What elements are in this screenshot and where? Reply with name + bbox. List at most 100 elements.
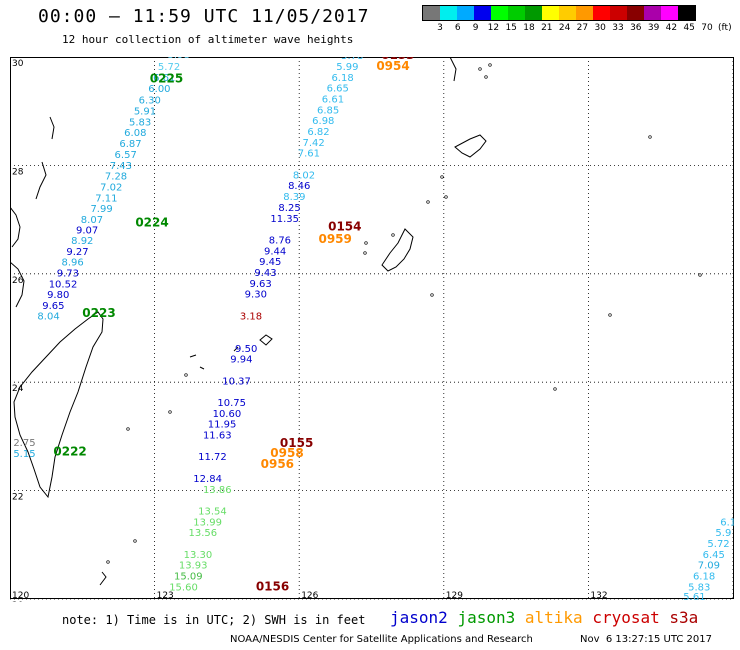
wave-height-value: 6.61 — [322, 95, 344, 106]
wave-height-value: 6.1 — [720, 517, 734, 528]
legend-label: 3 — [437, 23, 443, 33]
wave-height-value: 5.78 — [341, 57, 363, 62]
color-legend: 3 6 9 12 15 18 21 24 27 30 33 36 39 42 45 70 (ft) — [422, 5, 732, 33]
wave-height-value: 7.11 — [95, 194, 117, 205]
wave-height-value: 8.39 — [283, 192, 305, 203]
wave-height-value: 10.60 — [213, 409, 242, 420]
coastline — [13, 311, 104, 499]
wave-height-value: 7.02 — [100, 182, 122, 193]
island-dot — [168, 410, 172, 414]
wave-height-value: 5.72 — [158, 62, 180, 73]
legend-swatch — [508, 6, 525, 20]
latitude-tick-label: 28 — [12, 167, 24, 177]
coastline — [99, 571, 107, 586]
island-dot — [488, 63, 492, 67]
island-dot — [484, 75, 488, 79]
latitude-tick-label: 20 — [12, 601, 24, 602]
wave-height-value: 8.04 — [37, 311, 59, 322]
legend-labels: 3 6 9 12 15 18 21 24 27 30 33 36 39 42 45 70 (ft) — [422, 23, 740, 35]
legend-label: 21 — [541, 23, 553, 33]
pass-time-label: 0954 — [376, 59, 409, 73]
latitude-tick-label: 24 — [12, 384, 24, 394]
wave-height-value: 8.25 — [278, 203, 300, 214]
wave-height-value: 8.76 — [269, 235, 291, 246]
wave-height-value: 6.45 — [703, 550, 725, 561]
wave-height-value: 11.72 — [198, 452, 227, 463]
island-dot — [391, 233, 395, 237]
island-dot — [363, 251, 367, 255]
coastline — [10, 206, 21, 248]
legend-label: 12 — [487, 23, 500, 33]
island-dot — [106, 560, 110, 564]
mission-legend-jason2: jason2 — [390, 608, 458, 627]
wave-height-value: 9.07 — [76, 226, 98, 237]
coastline — [35, 161, 47, 200]
mission-legend-jason3: jason3 — [457, 608, 525, 627]
wave-height-value: 6.18 — [693, 571, 715, 582]
pass-time-label: 0223 — [82, 306, 115, 320]
legend-label: 36 — [630, 23, 642, 33]
wave-height-value: 9.44 — [264, 246, 286, 257]
legend-swatch — [491, 6, 508, 20]
wave-height-value: 13.86 — [203, 485, 232, 496]
legend-label: 24 — [558, 23, 571, 33]
wave-height-value: 9.45 — [259, 257, 281, 268]
pass-time-label: 0222 — [53, 444, 86, 458]
island-dot — [426, 200, 430, 204]
legend-swatch — [542, 6, 559, 20]
legend-swatch — [627, 6, 644, 20]
credit-line: NOAA/NESDIS Center for Satellite Applica… — [230, 634, 533, 645]
pass-time-label: 0958 — [270, 446, 303, 460]
legend-swatch — [559, 6, 576, 20]
wave-height-value: 6.57 — [115, 150, 137, 161]
legend-swatch — [525, 6, 542, 20]
island-dot — [126, 427, 130, 431]
coastline — [454, 134, 487, 158]
wave-height-value: 11.95 — [208, 420, 237, 431]
wave-height-value: 6.98 — [312, 116, 334, 127]
wave-height-value: 7.61 — [298, 149, 320, 160]
wave-height-value: 8.92 — [71, 236, 93, 247]
wave-height-value: 13.54 — [198, 506, 227, 517]
wave-height-value: 5.98 — [168, 57, 190, 61]
latitude-tick-label: 26 — [12, 276, 24, 286]
wave-height-value: 7.09 — [698, 561, 720, 572]
wave-height-value: 6.08 — [124, 128, 146, 139]
wave-height-value: 5.91 — [134, 106, 156, 117]
legend-label: 39 — [647, 23, 660, 33]
island-dot — [698, 273, 702, 277]
footnote: note: 1) Time is in UTC; 2) SWH is in fe… — [62, 613, 366, 627]
wave-height-value: 6.61 — [153, 73, 175, 84]
latitude-tick-label: 22 — [12, 493, 23, 503]
legend-label: 45 — [683, 23, 695, 33]
wave-height-map: 1201231261291321353028262422205.985.726.… — [10, 57, 734, 602]
wave-height-value: 10.52 — [49, 279, 78, 290]
wave-height-value: 13.99 — [193, 517, 222, 528]
generated-timestamp: Nov 6 13:27:15 UTC 2017 — [580, 634, 712, 645]
wave-height-value: 5.61 — [683, 592, 705, 602]
wave-height-value: 5.83 — [129, 117, 151, 128]
legend-swatch — [474, 6, 491, 20]
coastline — [199, 366, 205, 370]
chart-subtitle: 12 hour collection of altimeter wave hei… — [62, 33, 354, 46]
coastline — [10, 261, 25, 308]
pass-time-label: 0154 — [328, 219, 361, 233]
legend-swatch — [457, 6, 474, 20]
coastline — [381, 228, 414, 272]
pass-time-label: 0956 — [261, 457, 294, 471]
wave-height-value: 6.65 — [327, 84, 349, 95]
legend-label: 15 — [505, 23, 517, 33]
wave-height-value: 9.65 — [42, 301, 64, 312]
island-dot — [364, 241, 368, 245]
island-dot — [608, 313, 612, 317]
pass-time-label: 0224 — [135, 216, 168, 230]
wave-height-value: 8.07 — [81, 215, 103, 226]
legend-label: 42 — [665, 23, 678, 33]
coastline — [189, 354, 197, 358]
wave-height-value: 9.30 — [245, 290, 267, 301]
island-dot — [553, 387, 557, 391]
wave-height-value: 3.18 — [240, 311, 262, 322]
legend-label: 9 — [472, 23, 479, 33]
longitude-tick-label: 123 — [157, 591, 174, 601]
wave-height-value: 8.96 — [62, 258, 84, 269]
